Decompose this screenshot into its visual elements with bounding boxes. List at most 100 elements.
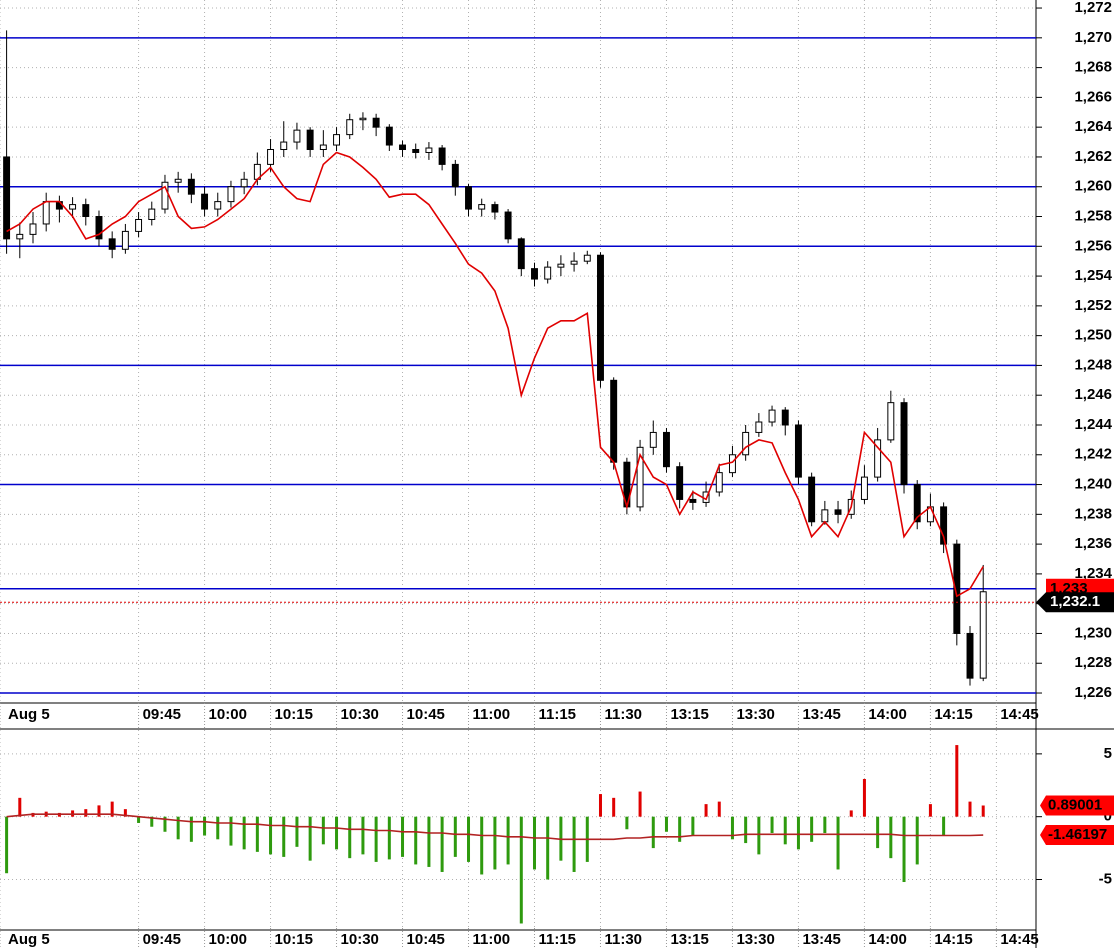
candle-body [465, 186, 472, 210]
y-tick-label: 1,262 [1074, 148, 1112, 165]
x-tick-label: 11:00 [473, 706, 511, 723]
bar [638, 791, 642, 817]
bar [836, 816, 840, 870]
x-tick-label: 10:00 [209, 706, 247, 723]
y-tick-label: 1,228 [1074, 654, 1112, 671]
x-tick-label: 09:45 [143, 931, 181, 948]
y-tick-label: 1,252 [1074, 297, 1112, 314]
y-tick-label: 1,270 [1074, 29, 1112, 46]
y-tick-label: 1,226 [1074, 684, 1112, 701]
candle-body [755, 421, 763, 433]
bar [730, 816, 734, 840]
bar [823, 816, 827, 834]
candle-body [16, 233, 24, 240]
y-tick-label: 1,268 [1074, 59, 1112, 76]
bar [480, 816, 484, 875]
candle-body [583, 254, 591, 262]
bar [664, 816, 668, 832]
x-tick-label: 09:45 [143, 706, 181, 723]
value-marker [1040, 795, 1114, 816]
x-tick-label: 14:00 [868, 931, 906, 948]
value-marker [1040, 825, 1114, 846]
bar [308, 816, 312, 861]
candle-body [504, 211, 512, 240]
x-tick-label: 11:30 [604, 931, 642, 948]
bar [163, 816, 167, 832]
x-tick-label: 14:15 [934, 706, 972, 723]
bar [915, 816, 919, 865]
bar [651, 816, 655, 849]
price-marker-label: 1,232.1 [1050, 593, 1100, 610]
bar [955, 745, 959, 817]
candle-body [636, 446, 644, 508]
candle-body [610, 379, 618, 463]
y-tick-label: 1,248 [1074, 356, 1112, 373]
candle-body [359, 117, 367, 121]
y-tick-label: 1,240 [1074, 476, 1112, 493]
candle-body [491, 204, 499, 213]
bar [598, 794, 602, 817]
bar [796, 816, 800, 850]
bar [704, 804, 708, 817]
candle-body [333, 134, 341, 146]
bar [876, 816, 880, 849]
candle-body [29, 223, 37, 235]
candle-body [280, 141, 288, 151]
bar [572, 816, 576, 872]
candle-body [319, 144, 327, 151]
bar [150, 816, 154, 827]
candle-body [557, 263, 565, 268]
candle-body [82, 204, 90, 218]
candle-body [306, 129, 314, 151]
bar [928, 804, 932, 817]
candle-body [174, 178, 182, 183]
candle-body [913, 484, 921, 523]
candle-body [966, 632, 974, 679]
bar [374, 816, 378, 862]
bar [361, 816, 365, 855]
candle-body [346, 119, 354, 136]
bar [176, 816, 180, 840]
candle-body [385, 126, 393, 146]
candle-body [227, 186, 235, 203]
x-tick-label: 11:15 [538, 931, 576, 948]
bar [282, 816, 286, 857]
y-tick-label: 1,266 [1074, 88, 1112, 105]
x-tick-label: 10:45 [407, 706, 445, 723]
y-tick-label: 1,258 [1074, 207, 1112, 224]
bar [968, 801, 972, 817]
y-tick-label: 1,250 [1074, 327, 1112, 344]
candle-body [161, 181, 169, 210]
bar [414, 816, 418, 865]
candle-body [953, 543, 961, 634]
bar [229, 816, 233, 846]
bar [981, 805, 985, 817]
y-tick-label: 0 [1104, 808, 1112, 825]
x-tick-label: 13:45 [802, 931, 840, 948]
x-tick-label: Aug 5 [8, 931, 50, 948]
x-tick-label: 10:15 [275, 931, 313, 948]
y-tick-label: 1,244 [1074, 416, 1112, 433]
y-tick-label: 1,246 [1074, 386, 1112, 403]
value-marker-label: -1.46197 [1048, 826, 1107, 843]
candle-body [412, 149, 420, 153]
candle-body [187, 178, 195, 195]
bar [519, 816, 523, 924]
bar [532, 816, 536, 870]
candle-body [874, 439, 882, 478]
candle-body [689, 498, 697, 503]
x-tick-label: 14:00 [868, 706, 906, 723]
bar [242, 816, 246, 850]
bar [744, 816, 748, 844]
bar [216, 816, 220, 840]
y-tick-label: 5 [1104, 745, 1112, 762]
y-tick-label: 1,230 [1074, 624, 1112, 641]
candle-body [794, 424, 802, 478]
x-tick-label: 14:45 [1000, 931, 1038, 948]
candle-body [979, 591, 987, 679]
bar [110, 801, 114, 817]
candle-body [293, 129, 301, 143]
bar [862, 778, 866, 817]
candle-body [478, 204, 486, 210]
